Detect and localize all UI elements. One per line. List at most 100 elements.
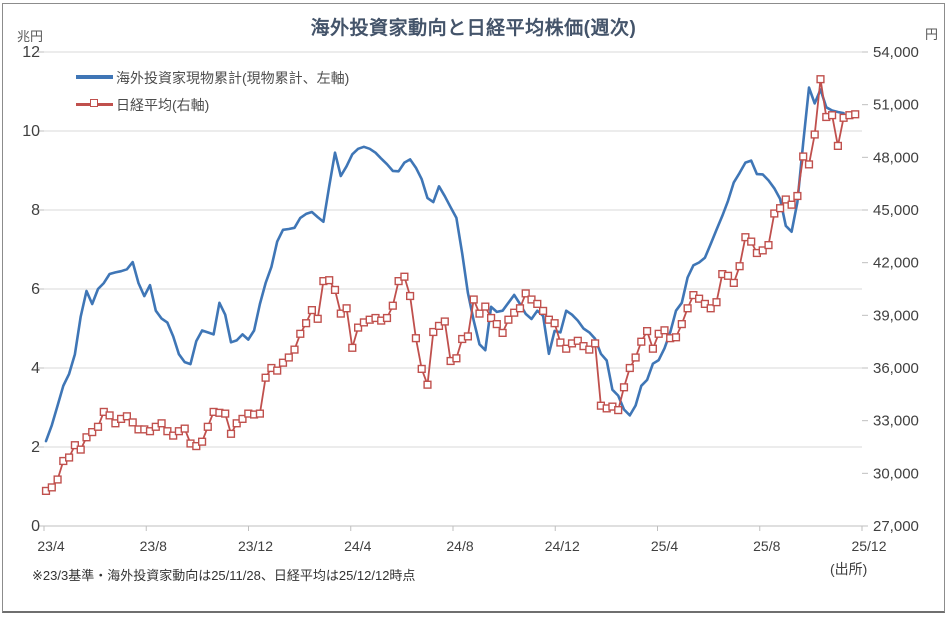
right-axis-unit-label: 円 bbox=[925, 27, 939, 42]
nikkei-marker bbox=[481, 302, 490, 311]
nikkei-marker bbox=[573, 336, 582, 345]
nikkei-marker bbox=[382, 313, 392, 323]
nikkei-marker bbox=[452, 354, 461, 363]
nikkei-marker bbox=[660, 326, 669, 335]
legend-item-nikkei[interactable]: 日経平均(右軸) bbox=[76, 91, 349, 118]
nikkei-marker bbox=[487, 313, 496, 323]
nikkei-marker bbox=[128, 418, 137, 427]
nikkei-marker bbox=[671, 333, 681, 342]
nikkei-marker bbox=[336, 309, 345, 318]
nikkei-marker bbox=[105, 411, 114, 420]
right-axis-tick-label: 36,000 bbox=[873, 360, 919, 377]
nikkei-marker bbox=[776, 204, 785, 213]
nikkei-marker bbox=[47, 483, 56, 492]
left-axis-tick-label: 6 bbox=[31, 281, 40, 298]
nikkei-marker bbox=[354, 323, 363, 332]
nikkei-marker bbox=[203, 422, 212, 431]
nikkei-marker bbox=[313, 314, 322, 323]
nikkei-marker bbox=[348, 343, 357, 352]
nikkei-marker bbox=[423, 380, 432, 389]
x-axis-tick-label: 24/12 bbox=[545, 538, 580, 554]
nikkei-marker bbox=[232, 419, 241, 428]
foreign-investors-series-line bbox=[44, 86, 845, 443]
left-axis-tick-label: 0 bbox=[31, 518, 40, 535]
nikkei-marker bbox=[342, 304, 351, 313]
nikkei-marker bbox=[400, 272, 409, 281]
red-line-square-swatch-icon bbox=[76, 91, 113, 118]
right-axis-tick-label: 51,000 bbox=[873, 97, 919, 114]
nikkei-marker bbox=[411, 334, 421, 343]
legend-label: 日経平均(右軸) bbox=[116, 96, 210, 113]
nikkei-marker bbox=[255, 409, 265, 418]
nikkei-marker bbox=[810, 130, 819, 139]
nikkei-marker bbox=[504, 315, 513, 324]
nikkei-marker bbox=[169, 431, 178, 440]
nikkei-marker bbox=[804, 160, 814, 169]
nikkei-marker bbox=[758, 246, 767, 255]
nikkei-marker bbox=[700, 299, 710, 309]
nikkei-marker bbox=[712, 298, 721, 307]
nikkei-marker bbox=[677, 320, 686, 329]
nikkei-marker bbox=[463, 332, 473, 341]
nikkei-marker bbox=[527, 295, 536, 304]
nikkei-marker bbox=[770, 209, 779, 218]
footnote-text: ※23/3基準・海外投資家動向は25/11/28、日経平均は25/12/12時点 bbox=[32, 568, 416, 583]
nikkei-marker bbox=[307, 306, 317, 315]
nikkei-marker bbox=[793, 191, 802, 201]
nikkei-marker bbox=[111, 419, 120, 428]
x-axis-tick-label: 24/8 bbox=[446, 538, 473, 554]
left-axis-tick-label: 8 bbox=[31, 202, 40, 219]
nikkei-marker bbox=[648, 344, 658, 353]
nikkei-marker bbox=[93, 422, 103, 431]
nikkei-marker bbox=[157, 419, 166, 428]
nikkei-marker bbox=[643, 327, 652, 336]
right-axis-tick-label: 33,000 bbox=[873, 413, 919, 430]
nikkei-marker bbox=[631, 353, 640, 362]
nikkei-marker bbox=[706, 304, 715, 313]
nikkei-marker bbox=[539, 306, 548, 316]
nikkei-marker bbox=[515, 304, 525, 313]
left-axis-tick-label: 4 bbox=[31, 360, 40, 377]
nikkei-marker bbox=[417, 364, 426, 374]
nikkei-marker bbox=[816, 75, 825, 84]
left-axis-unit-label: 兆円 bbox=[17, 29, 44, 44]
right-axis-tick-label: 48,000 bbox=[873, 149, 919, 166]
nikkei-marker bbox=[625, 363, 634, 373]
x-axis-tick-label: 23/8 bbox=[140, 538, 167, 554]
right-axis-tick-label: 45,000 bbox=[873, 202, 919, 219]
left-axis-tick-label: 10 bbox=[22, 123, 40, 140]
nikkei-marker bbox=[764, 240, 773, 250]
nikkei-marker bbox=[475, 309, 484, 318]
nikkei-marker bbox=[440, 317, 449, 326]
x-axis-tick-label: 23/4 bbox=[37, 538, 64, 554]
right-axis-tick-label: 27,000 bbox=[873, 518, 919, 535]
nikkei-marker bbox=[388, 301, 397, 310]
nikkei-marker bbox=[325, 276, 334, 285]
legend-item-foreign-investors[interactable]: 海外投資家現物累計(現物累計、左軸) bbox=[76, 64, 349, 91]
left-axis-tick-label: 12 bbox=[22, 44, 40, 61]
nikkei-marker bbox=[851, 110, 860, 119]
nikkei-marker bbox=[799, 152, 808, 161]
nikkei-marker bbox=[637, 337, 646, 346]
nikkei-marker bbox=[521, 289, 530, 298]
nikkei-marker bbox=[406, 291, 415, 301]
nikkei-marker bbox=[70, 441, 80, 450]
chart-outer-border bbox=[2, 3, 945, 613]
right-axis-tick-label: 30,000 bbox=[873, 465, 919, 482]
x-axis-tick-label: 25/12 bbox=[851, 538, 886, 554]
nikkei-marker bbox=[76, 445, 85, 454]
nikkei-marker bbox=[562, 344, 571, 353]
nikkei-marker bbox=[122, 412, 132, 421]
nikkei-marker bbox=[833, 141, 843, 151]
right-axis-tick-label: 39,000 bbox=[873, 307, 919, 324]
nikkei-marker bbox=[284, 353, 293, 362]
nikkei-marker bbox=[556, 338, 565, 347]
nikkei-marker bbox=[469, 295, 478, 304]
nikkei-marker bbox=[330, 285, 340, 295]
nikkei-marker bbox=[498, 328, 507, 338]
right-axis-tick-label: 42,000 bbox=[873, 255, 919, 272]
nikkei-marker bbox=[828, 111, 837, 120]
x-axis-tick-label: 25/8 bbox=[753, 538, 780, 554]
